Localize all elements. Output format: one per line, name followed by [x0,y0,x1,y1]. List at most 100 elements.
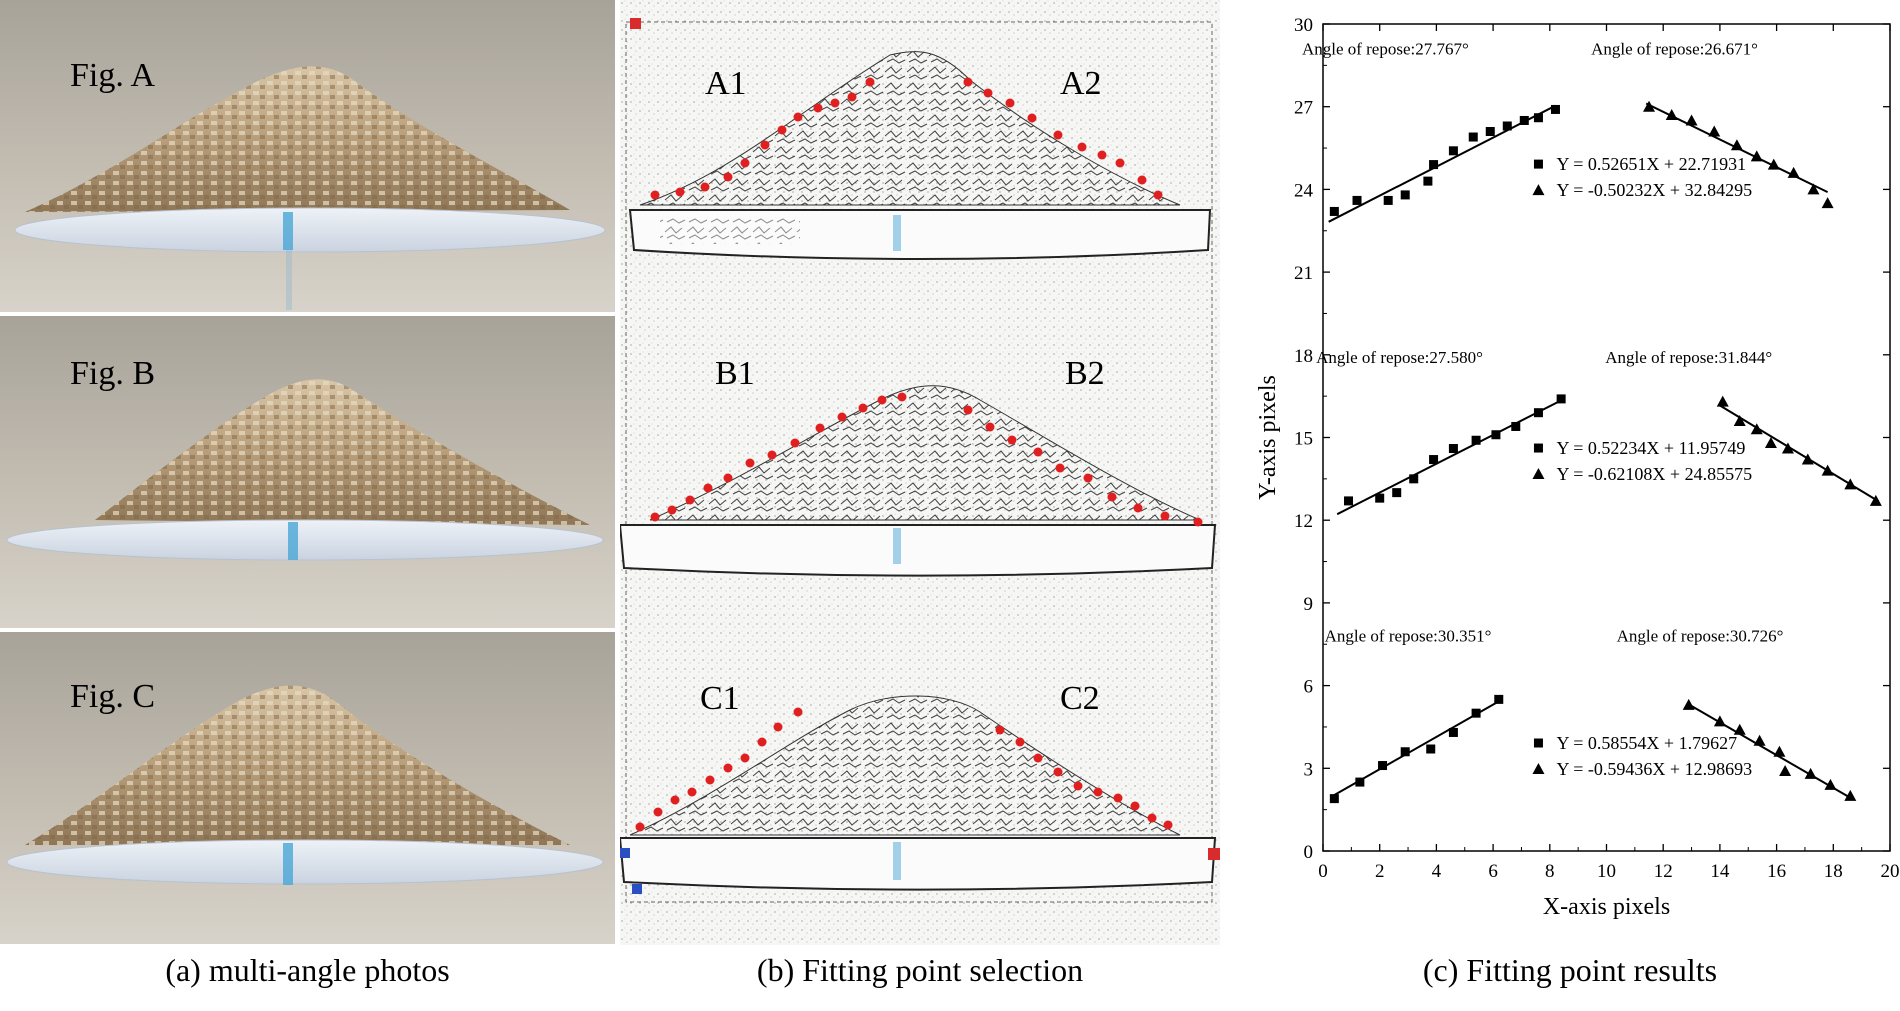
data-point-triangle [1821,197,1834,209]
data-point-triangle [1821,464,1834,476]
data-point-triangle [1730,139,1743,151]
data-point-triangle [1733,723,1746,735]
data-point-square [1378,761,1388,771]
y-tick-label: 27 [1294,98,1313,119]
equation-left: Y = 0.52651X + 22.71931 [1556,154,1746,174]
label-b2: B2 [1065,355,1105,392]
data-point-square [1448,444,1458,454]
fit-line-left [1328,104,1556,223]
marker-red-top [630,18,641,29]
data-point-triangle [1824,778,1837,790]
sketch-collage [620,0,1220,945]
data-point-triangle [1665,108,1678,120]
photo-collage [0,0,615,944]
label-a1: A1 [705,65,747,102]
data-point-square [1400,190,1410,200]
data-point-triangle [1844,789,1857,801]
fitting-results-chart: 0 2 4 6 8 10 12 14 16 18 20036912151821242730X-axi… [1255,15,1900,920]
y-tick-label: 9 [1304,594,1314,615]
panel-a-photos: Fig. A Fig. B Fig. C [0,0,615,950]
fitting-points-b [650,392,1203,527]
x-tick-label: 6 [1488,861,1498,882]
data-point-square [1533,408,1543,418]
data-point-triangle [1733,414,1746,426]
data-point-square [1468,132,1478,142]
data-point-square [1329,206,1339,216]
data-point-square [1355,777,1365,787]
data-point-triangle [1767,158,1780,170]
sketch-a [628,51,1212,260]
angle-label-right: Angle of repose:31.844° [1605,348,1772,367]
y-tick-label: 30 [1294,15,1313,36]
data-point-square [1511,421,1521,431]
marker-blue-bottom [632,884,642,894]
legend-square-icon [1533,443,1543,453]
marker-blue-left [620,848,630,858]
data-point-triangle [1781,442,1794,454]
y-tick-label: 6 [1304,677,1314,698]
label-a2: A2 [1060,65,1102,102]
photo-b [0,316,615,628]
data-point-square [1344,496,1354,506]
photo-c [0,632,615,944]
fit-line-left [1336,398,1565,516]
data-point-square [1533,113,1543,123]
x-tick-label: 14 [1710,861,1730,882]
data-point-triangle [1779,765,1792,777]
y-tick-label: 15 [1294,429,1313,450]
data-point-triangle [1804,767,1817,779]
label-c2: C2 [1060,680,1100,717]
data-point-triangle [1869,494,1882,506]
data-point-triangle [1844,478,1857,490]
data-point-triangle [1750,150,1763,162]
legend-square-icon [1533,159,1543,169]
equation-left: Y = 0.52234X + 11.95749 [1556,438,1745,458]
sketch-c [620,695,1217,891]
fig-b-label: Fig. B [70,355,156,392]
sketch-b [620,385,1217,577]
data-point-triangle [1753,734,1766,746]
marker-red-bottom [1208,848,1220,860]
data-point-square [1352,195,1362,205]
angle-label-left: Angle of repose:27.767° [1302,39,1469,58]
caption-a: (a) multi-angle photos [165,952,450,988]
photo-a [0,0,615,312]
fig-a-label: Fig. A [70,57,156,94]
equation-right: Y = -0.50232X + 32.84295 [1556,180,1752,200]
data-point-square [1429,455,1439,465]
data-point-square [1448,146,1458,156]
x-tick-label: 18 [1824,861,1843,882]
fit-line-right [1688,703,1851,799]
data-point-square [1556,394,1566,404]
angle-label-left: Angle of repose:27.580° [1316,348,1483,367]
data-point-triangle [1685,114,1698,126]
caption-c: (c) Fitting point results [1422,952,1718,988]
data-point-square [1491,430,1501,440]
legend-square-icon [1533,738,1543,748]
data-point-square [1383,195,1393,205]
y-tick-label: 21 [1294,263,1313,284]
data-point-square [1400,747,1410,757]
x-tick-label: 12 [1654,861,1673,882]
data-point-triangle [1807,183,1820,195]
fitting-points-a [650,77,1163,200]
y-tick-label: 0 [1304,842,1314,863]
data-point-square [1429,160,1439,170]
x-tick-label: 4 [1432,861,1442,882]
legend-triangle-icon [1532,184,1545,196]
x-tick-label: 16 [1767,861,1786,882]
label-c1: C1 [700,680,740,717]
data-point-square [1502,121,1512,131]
angle-label-right: Angle of repose:30.726° [1617,626,1784,645]
y-tick-label: 24 [1294,180,1314,201]
equation-left: Y = 0.58554X + 1.79627 [1556,733,1737,753]
data-point-triangle [1708,125,1721,137]
label-b1: B1 [715,355,755,392]
data-point-triangle [1750,423,1763,435]
data-point-square [1375,493,1385,503]
angle-label-left: Angle of repose:30.351° [1325,626,1492,645]
equation-right: Y = -0.62108X + 24.85575 [1556,464,1752,484]
y-tick-label: 3 [1304,759,1314,780]
data-point-square [1494,694,1504,704]
data-point-triangle [1713,715,1726,727]
